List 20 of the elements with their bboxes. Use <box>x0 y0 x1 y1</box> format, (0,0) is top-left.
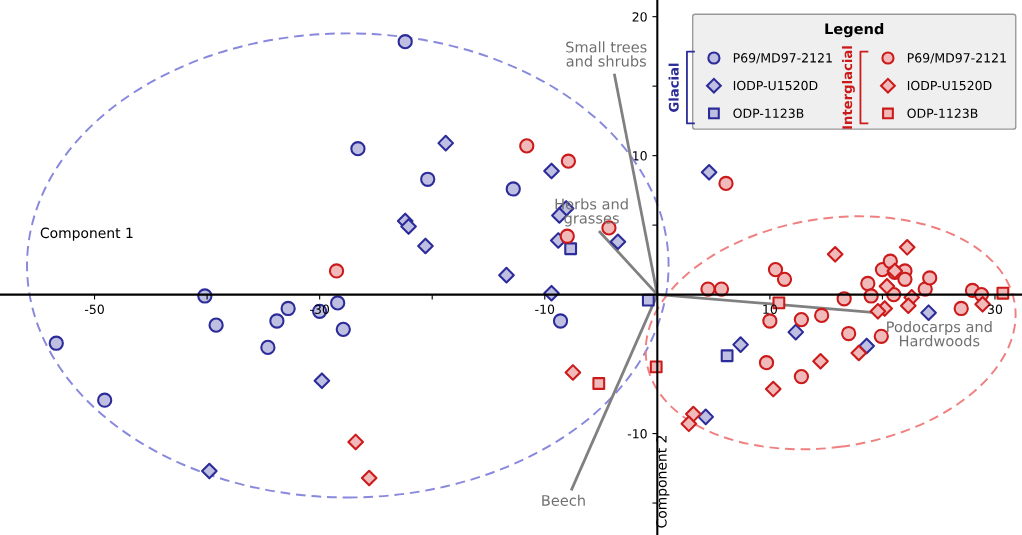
legend-title: Legend <box>825 23 884 38</box>
x-tick-label: 10 <box>763 304 777 314</box>
x-tick-label: -50 <box>84 304 104 314</box>
x-tick-label: 30 <box>987 304 1003 314</box>
series-label: Small trees and shrubs <box>566 41 647 67</box>
x-axis-title: Component 1 <box>40 227 133 241</box>
y-tick-label: -10 <box>627 429 647 439</box>
series-label: Podocarps and Hardwoods <box>887 321 992 347</box>
y-tick-label: 10 <box>633 151 647 161</box>
legend-label: P69/MD97-2121 <box>907 53 1006 64</box>
x-tick-label: -10 <box>535 304 555 314</box>
annotation: Glacial <box>668 63 679 112</box>
series-label: Beech <box>542 494 585 506</box>
legend-label: IODP-U1520D <box>733 80 818 91</box>
legend-label: P69/MD97-2121 <box>733 53 832 64</box>
legend-label: ODP-1123B <box>907 108 978 118</box>
annotation: Interglacial <box>842 46 855 129</box>
y-tick-label: 20 <box>632 12 647 22</box>
legend-label: IODP-U1520D <box>907 80 992 91</box>
legend-label: ODP-1123B <box>733 108 804 118</box>
